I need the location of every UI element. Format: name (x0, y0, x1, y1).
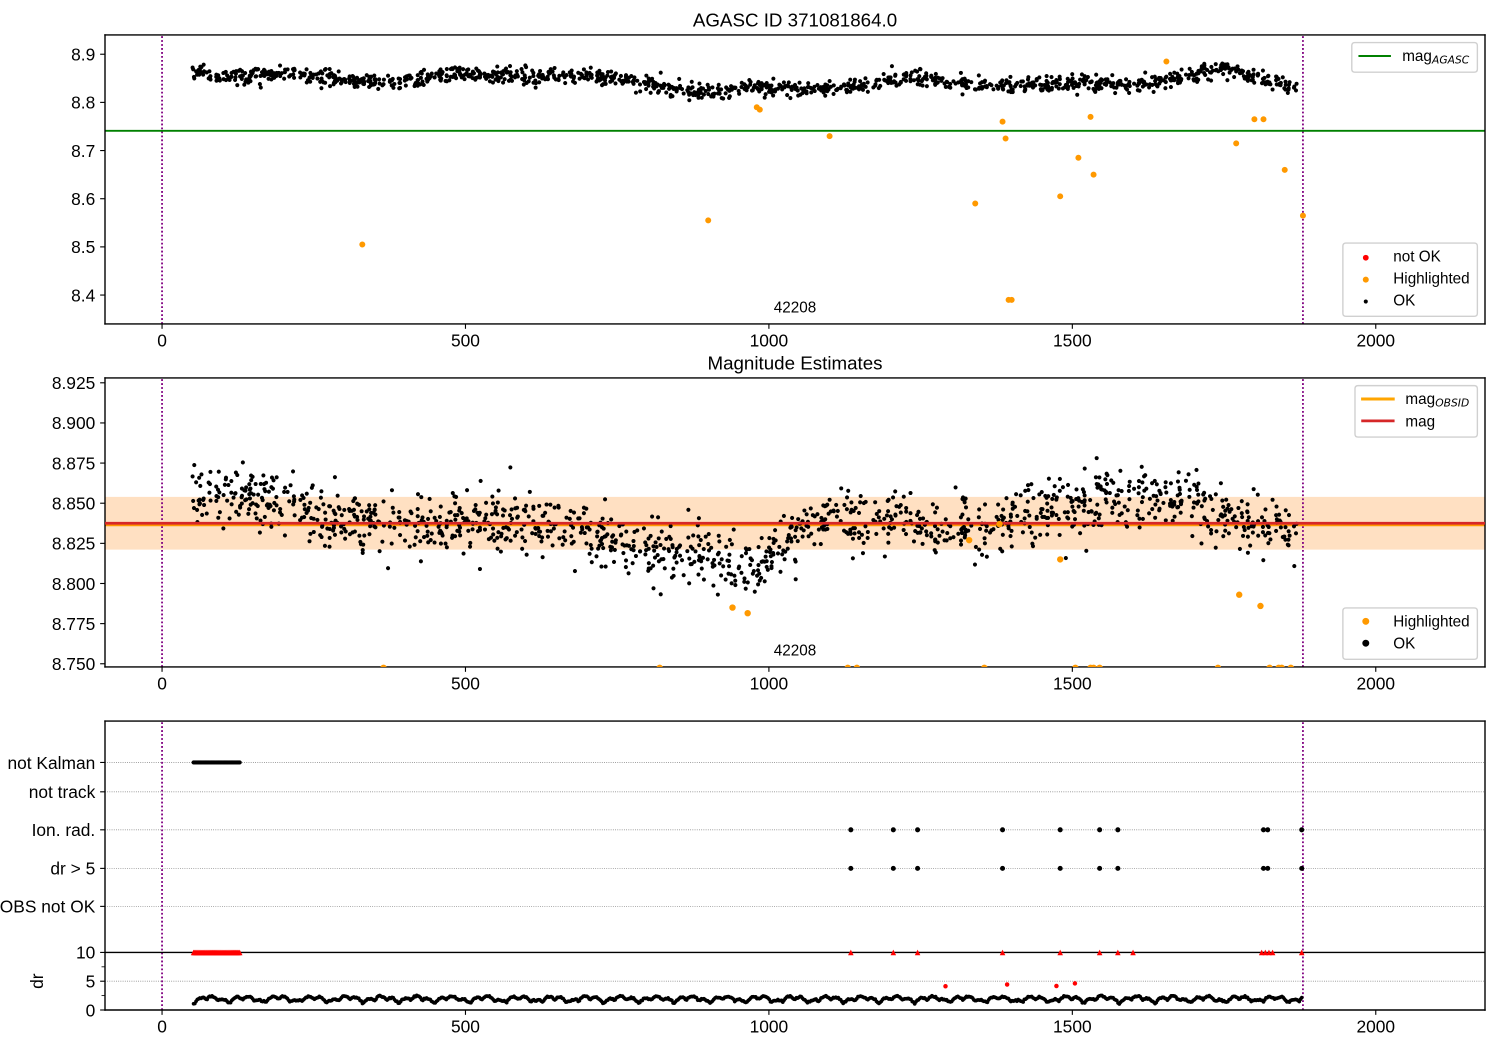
svg-text:1500: 1500 (1053, 330, 1092, 350)
svg-text:Highlighted: Highlighted (1393, 271, 1469, 288)
svg-text:not Kalman: not Kalman (7, 753, 95, 773)
svg-text:1000: 1000 (750, 1016, 789, 1036)
svg-text:OK: OK (1393, 293, 1416, 310)
svg-text:42208: 42208 (774, 642, 816, 659)
svg-text:AGASC ID 371081864.0: AGASC ID 371081864.0 (693, 10, 897, 31)
svg-text:8.825: 8.825 (52, 534, 95, 554)
svg-text:OBS not OK: OBS not OK (0, 897, 96, 917)
svg-text:1000: 1000 (750, 330, 789, 350)
svg-text:500: 500 (451, 673, 480, 693)
svg-text:not OK: not OK (1393, 249, 1441, 266)
svg-text:8.7: 8.7 (71, 141, 95, 161)
svg-text:8.4: 8.4 (71, 285, 95, 305)
svg-text:8.750: 8.750 (52, 654, 95, 674)
svg-text:not track: not track (29, 782, 96, 802)
svg-text:Ion. rad.: Ion. rad. (32, 820, 96, 840)
svg-text:2000: 2000 (1356, 1016, 1395, 1036)
svg-text:5: 5 (86, 972, 96, 992)
svg-text:2000: 2000 (1356, 330, 1395, 350)
svg-text:8.6: 8.6 (71, 189, 95, 209)
svg-text:8.775: 8.775 (52, 614, 95, 634)
svg-text:1500: 1500 (1053, 673, 1092, 693)
svg-text:8.8: 8.8 (71, 93, 95, 113)
svg-text:0: 0 (157, 330, 167, 350)
svg-text:dr > 5: dr > 5 (50, 859, 95, 879)
svg-text:2000: 2000 (1356, 673, 1395, 693)
svg-text:OK: OK (1393, 636, 1416, 653)
svg-text:10: 10 (76, 943, 95, 963)
svg-text:0: 0 (157, 1016, 167, 1036)
svg-text:8.875: 8.875 (52, 453, 95, 473)
svg-text:8.850: 8.850 (52, 494, 95, 514)
svg-text:0: 0 (86, 1000, 96, 1020)
svg-text:8.9: 8.9 (71, 45, 95, 65)
svg-text:8.900: 8.900 (52, 413, 95, 433)
svg-text:mag: mag (1405, 413, 1435, 430)
svg-text:42208: 42208 (774, 299, 816, 316)
svg-text:dr: dr (27, 973, 47, 989)
svg-text:Magnitude Estimates: Magnitude Estimates (707, 353, 882, 374)
svg-text:1500: 1500 (1053, 1016, 1092, 1036)
svg-text:0: 0 (157, 673, 167, 693)
svg-text:500: 500 (451, 1016, 480, 1036)
svg-text:8.925: 8.925 (52, 373, 95, 393)
svg-text:Highlighted: Highlighted (1393, 614, 1469, 631)
svg-text:1000: 1000 (750, 673, 789, 693)
svg-text:500: 500 (451, 330, 480, 350)
svg-text:8.800: 8.800 (52, 574, 95, 594)
svg-text:8.5: 8.5 (71, 237, 95, 257)
